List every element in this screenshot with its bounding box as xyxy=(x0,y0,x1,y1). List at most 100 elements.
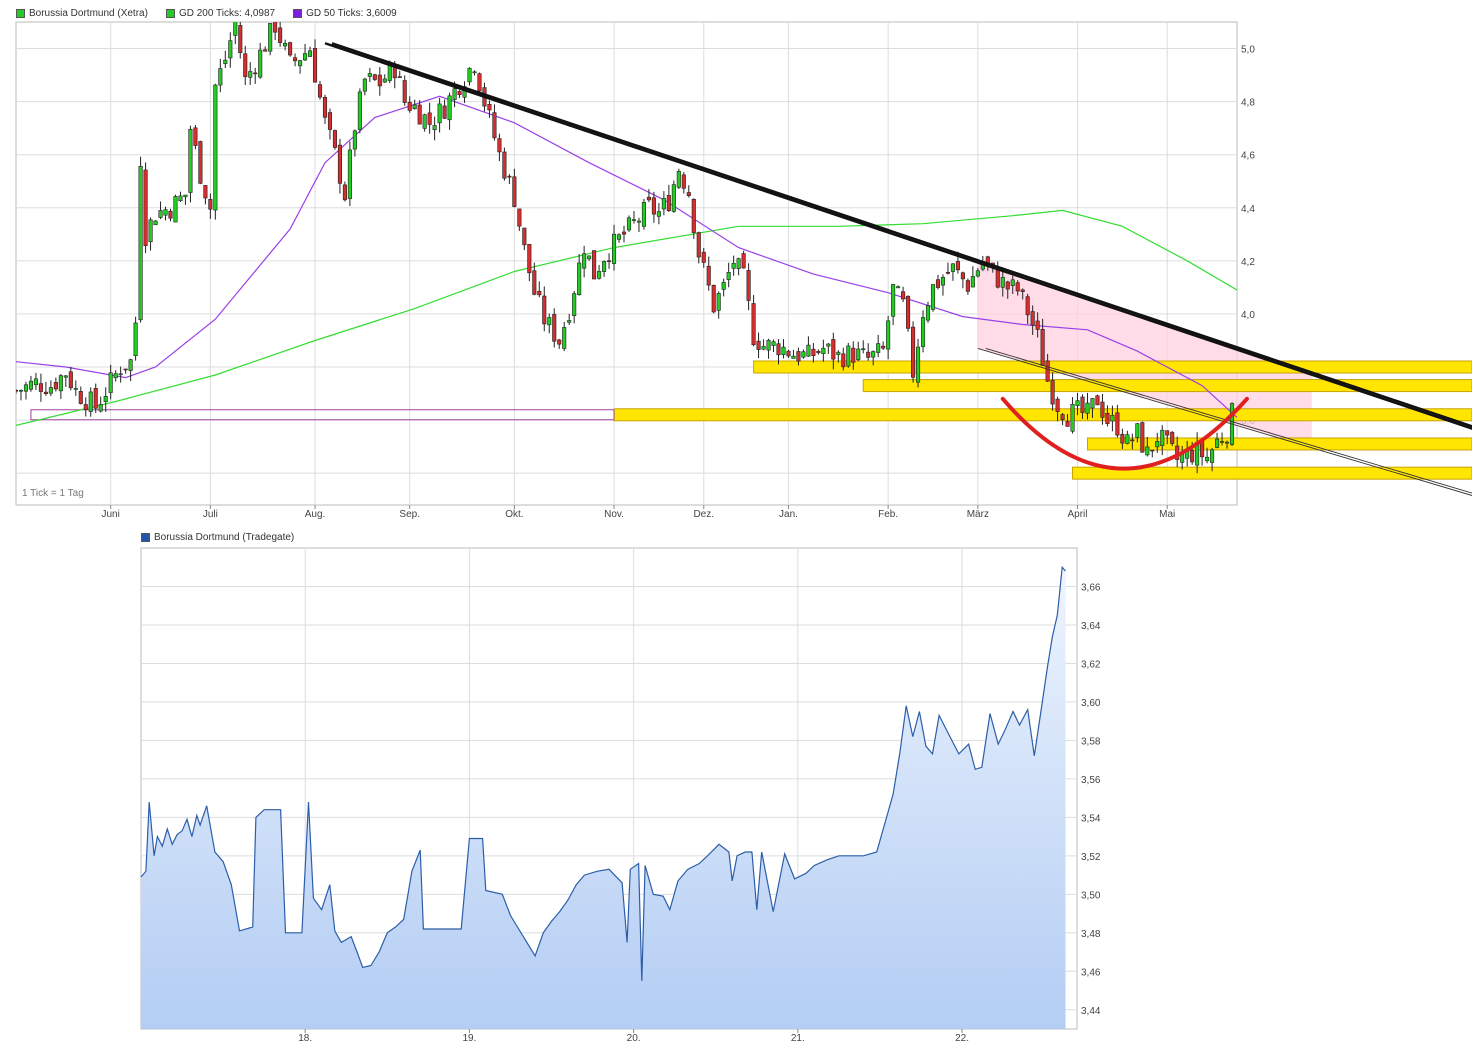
candle-body xyxy=(602,261,607,272)
candle-body xyxy=(447,95,452,121)
candlestick xyxy=(283,39,288,51)
candle-body xyxy=(577,262,582,295)
candle-body xyxy=(547,317,552,326)
candle-body xyxy=(1145,446,1150,456)
candlestick xyxy=(123,368,128,374)
candle-body xyxy=(253,72,258,75)
candle-body xyxy=(58,375,63,392)
candlestick xyxy=(776,339,781,365)
candlestick xyxy=(412,99,417,110)
candlestick xyxy=(1125,430,1130,445)
candle-body xyxy=(1095,395,1100,406)
candlestick xyxy=(945,262,950,275)
candle-body xyxy=(731,263,736,269)
candlestick xyxy=(168,208,173,222)
candle-body xyxy=(417,104,422,125)
candle-body xyxy=(153,220,158,226)
price-y-tick-label: 4,0 xyxy=(1241,310,1255,321)
legend-swatch-gd50 xyxy=(293,9,303,18)
candle-body xyxy=(1025,296,1030,316)
candle-body xyxy=(886,320,891,350)
candle-body xyxy=(661,198,666,210)
candlestick xyxy=(821,339,826,362)
candlestick xyxy=(1100,394,1105,425)
candle-body xyxy=(567,320,572,323)
candlestick xyxy=(771,339,776,353)
candle-body xyxy=(901,291,906,300)
candle-body xyxy=(940,277,946,286)
candlestick xyxy=(891,284,896,326)
candle-body xyxy=(975,270,980,277)
candle-body xyxy=(537,290,542,296)
candlestick xyxy=(1010,275,1015,294)
candle-body xyxy=(148,219,153,243)
candlestick xyxy=(1220,432,1225,446)
legend-swatch-xetra xyxy=(16,9,25,18)
candlestick xyxy=(646,189,651,203)
candle-body xyxy=(846,345,851,367)
candlestick xyxy=(337,138,342,194)
candle-body xyxy=(1070,403,1075,432)
candle-body xyxy=(208,199,213,210)
intraday-y-tick-label: 3,52 xyxy=(1081,852,1101,863)
candle-body xyxy=(891,284,896,317)
candle-body xyxy=(88,391,93,412)
candlestick xyxy=(1080,394,1085,419)
candlestick xyxy=(58,373,63,400)
candle-body xyxy=(243,53,248,78)
candle-body xyxy=(995,268,1000,288)
candlestick xyxy=(128,358,133,382)
candlestick xyxy=(1055,396,1060,422)
candle-body xyxy=(776,343,781,356)
candle-body xyxy=(397,76,402,78)
candlestick xyxy=(806,336,811,357)
candle-body xyxy=(78,391,83,404)
candlestick xyxy=(781,339,786,359)
candlestick xyxy=(1060,412,1065,426)
trendline-lower xyxy=(977,347,1472,496)
candle-body xyxy=(173,196,178,223)
candle-body xyxy=(298,60,303,67)
candlestick xyxy=(88,387,93,417)
candle-body xyxy=(1080,396,1085,413)
candle-body xyxy=(322,96,328,118)
candle-body xyxy=(402,80,407,103)
candle-body xyxy=(43,391,48,395)
candlestick xyxy=(866,343,871,361)
price-x-tick-label: Dez. xyxy=(693,509,714,520)
candlestick xyxy=(621,225,627,243)
candlestick xyxy=(851,341,856,370)
candlestick xyxy=(876,334,881,358)
price-support-zone xyxy=(1086,437,1472,451)
candle-body xyxy=(522,227,527,246)
candle-body xyxy=(1200,441,1205,458)
candle-body xyxy=(502,151,507,179)
intraday-x-tick-label: 20. xyxy=(627,1033,641,1044)
candle-body xyxy=(771,341,776,346)
candle-body xyxy=(352,130,357,150)
candle-body xyxy=(258,49,263,78)
candlestick xyxy=(542,286,547,332)
candle-body xyxy=(960,272,965,280)
intraday-y-tick-label: 3,56 xyxy=(1081,775,1101,786)
candlestick xyxy=(268,23,273,56)
candle-body xyxy=(238,25,243,53)
candle-body xyxy=(198,141,203,184)
candlestick xyxy=(103,387,108,412)
candle-body xyxy=(666,195,671,212)
candle-body xyxy=(1060,414,1065,421)
candle-body xyxy=(816,350,821,354)
candlestick xyxy=(1025,293,1030,325)
intraday-y-tick-label: 3,48 xyxy=(1081,929,1101,940)
candle-body xyxy=(278,27,283,43)
candlestick xyxy=(138,156,143,323)
candlestick xyxy=(1215,432,1220,449)
candle-body xyxy=(691,198,696,233)
candlestick xyxy=(248,62,253,86)
candle-body xyxy=(203,185,208,199)
candlestick xyxy=(881,341,886,350)
candlestick xyxy=(1065,414,1070,427)
candlestick xyxy=(1020,288,1025,300)
candlestick xyxy=(278,22,283,47)
candle-body xyxy=(866,351,871,358)
